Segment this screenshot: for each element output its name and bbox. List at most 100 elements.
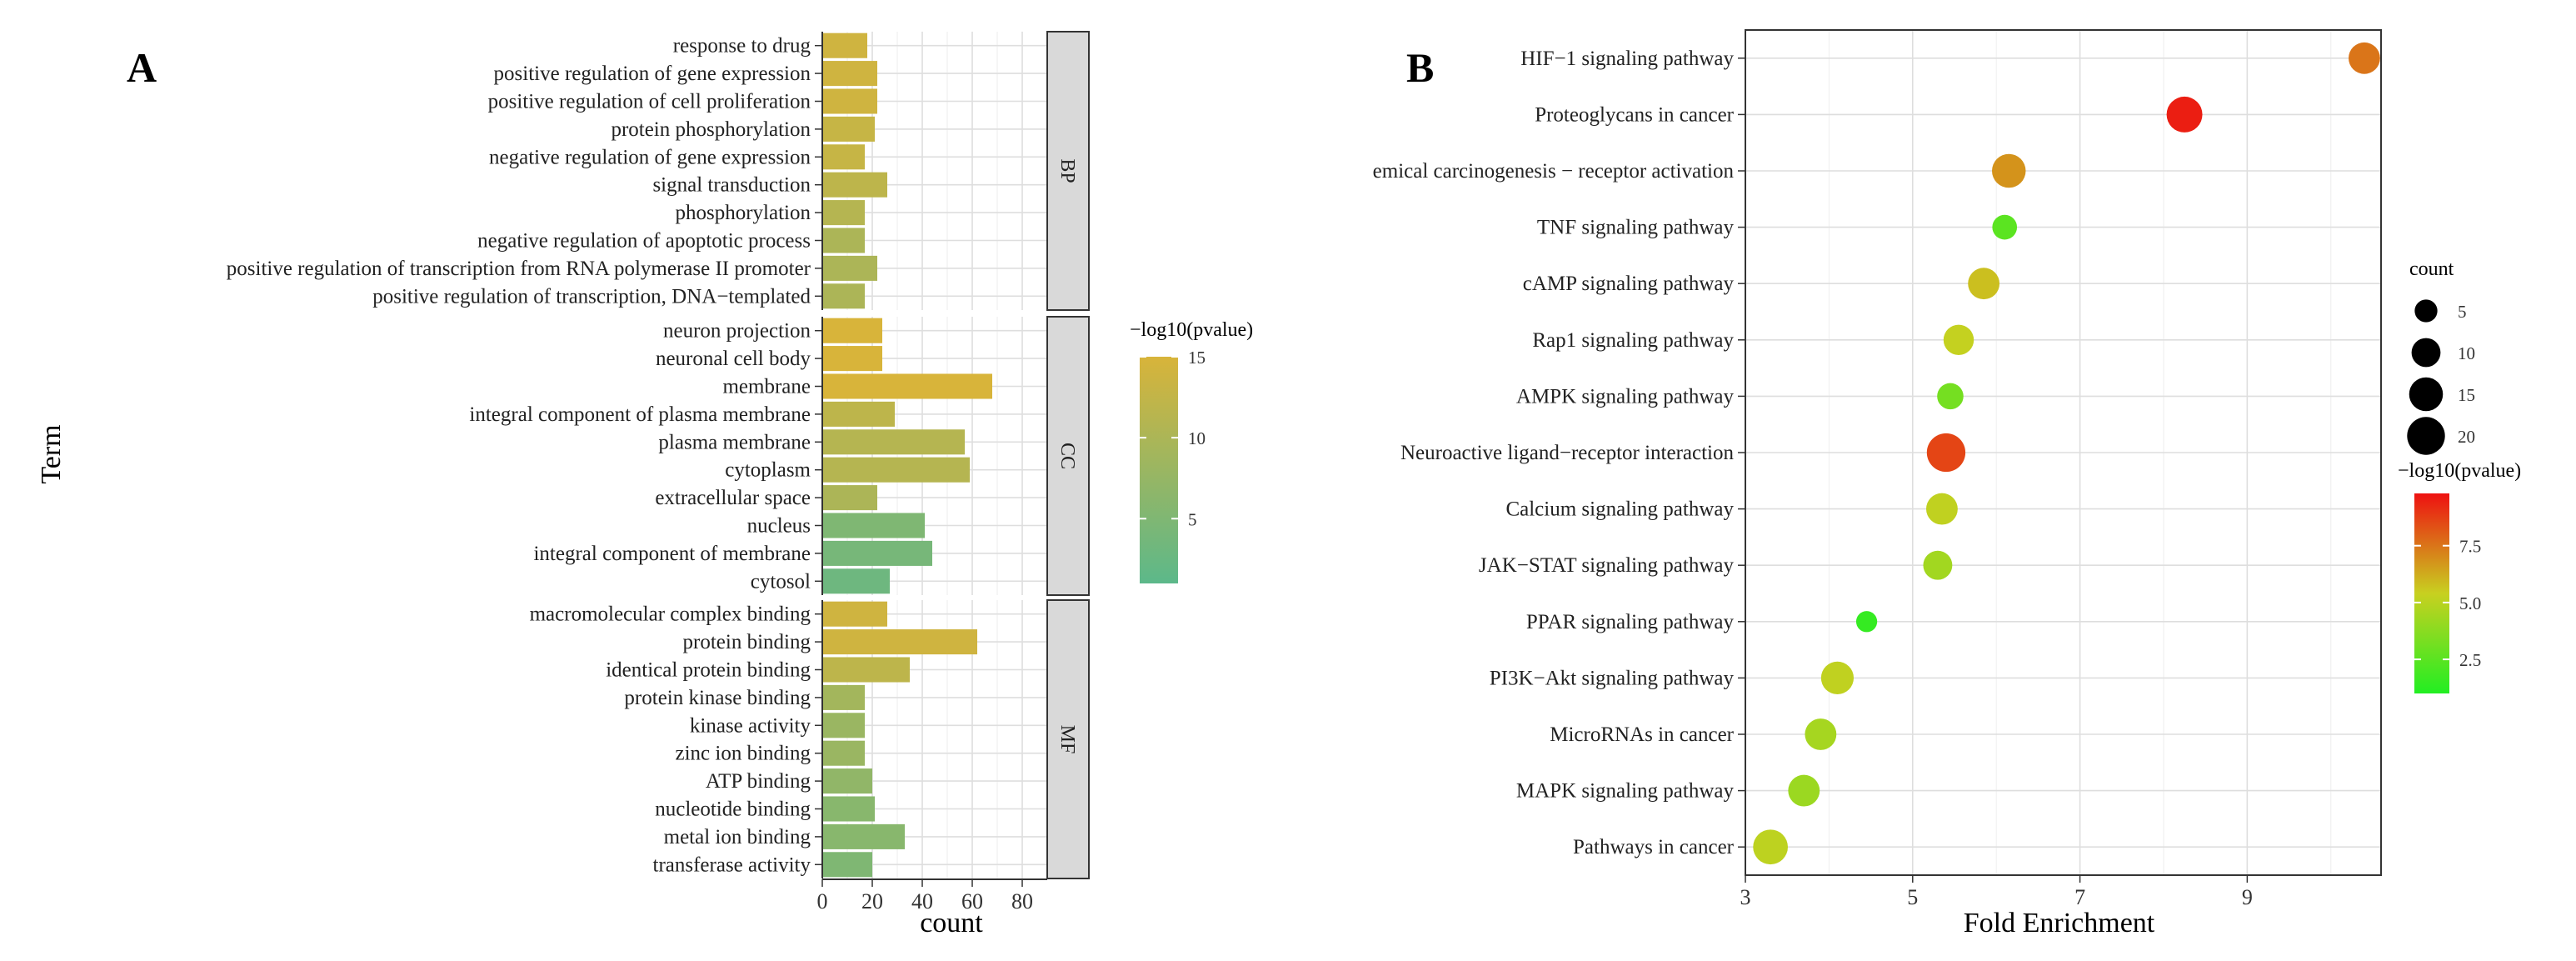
pathway-label-proteoglycans-in-cancer: Proteoglycans in cancer xyxy=(1535,103,1734,126)
x-tick-label-0: 0 xyxy=(817,889,828,913)
bar-neuronal-cell-body xyxy=(822,346,882,372)
point-camp-signaling-pathway xyxy=(1968,268,2000,300)
pathway-label-tnf-signaling-pathway: TNF signaling pathway xyxy=(1537,217,1735,239)
color-legend-label-5: 5 xyxy=(1188,509,1197,529)
size-legend-label-15: 15 xyxy=(2458,385,2475,405)
bar-cytoplasm xyxy=(822,457,970,483)
term-label-metal-ion-binding: metal ion binding xyxy=(664,826,811,848)
point-emical-carcinogenesis-receptor-activation xyxy=(1992,153,2026,188)
x-tick-label-7: 7 xyxy=(2074,885,2085,909)
term-label-nucleus: nucleus xyxy=(747,515,811,538)
size-legend-title: count xyxy=(2409,258,2454,280)
pathway-label-pathways-in-cancer: Pathways in cancer xyxy=(1573,836,1735,858)
pathway-label-mapk-signaling-pathway: MAPK signaling pathway xyxy=(1516,780,1735,803)
size-legend-dot-10 xyxy=(2411,338,2441,368)
bar-transferase-activity xyxy=(822,852,872,878)
term-label-negative-regulation-of-gene-expression: negative regulation of gene expression xyxy=(489,146,811,168)
facet-strip-label: CC xyxy=(1056,443,1078,469)
facet-mf: macromolecular complex binding protein bi… xyxy=(530,599,1090,879)
term-label-cytosol: cytosol xyxy=(751,570,811,593)
term-label-kinase-activity: kinase activity xyxy=(690,714,811,737)
x-tick-label-9: 9 xyxy=(2242,885,2253,909)
bar-metal-ion-binding xyxy=(822,823,905,849)
color-legend-title: −log10(pvalue) xyxy=(2398,460,2521,482)
point-ppar-signaling-pathway xyxy=(1855,611,1878,633)
size-legend-label-10: 10 xyxy=(2458,343,2475,363)
bar-neuron-projection xyxy=(822,318,882,343)
term-label-zinc-ion-binding: zinc ion binding xyxy=(676,743,811,765)
pathway-label-rap1-signaling-pathway: Rap1 signaling pathway xyxy=(1532,329,1734,352)
facet-strip-bp xyxy=(1046,31,1090,311)
x-tick-label-40: 40 xyxy=(911,889,933,913)
x-axis-title: count xyxy=(920,908,983,938)
bar-protein-phosphorylation xyxy=(822,116,875,142)
size-legend-dot-20 xyxy=(2407,417,2445,455)
term-label-plasma-membrane: plasma membrane xyxy=(658,431,811,453)
color-legend-label-15: 15 xyxy=(1188,348,1206,368)
color-legend-label-5-0: 5.0 xyxy=(2459,593,2481,613)
bar-plasma-membrane xyxy=(822,429,965,455)
term-label-integral-component-of-membrane: integral component of membrane xyxy=(533,543,811,565)
term-label-negative-regulation-of-apoptotic-process: negative regulation of apoptotic process xyxy=(477,230,811,253)
color-legend-gradient-bar xyxy=(2414,493,2449,693)
point-ampk-signaling-pathway xyxy=(1937,383,1964,410)
bar-negative-regulation-of-gene-expression xyxy=(822,144,865,170)
facet-strip-mf xyxy=(1046,599,1090,879)
bar-identical-protein-binding xyxy=(822,657,910,683)
bar-protein-kinase-binding xyxy=(822,684,865,710)
point-proteoglycans-in-cancer xyxy=(2166,96,2203,133)
term-label-neuronal-cell-body: neuronal cell body xyxy=(656,348,811,370)
facet-bp: response to drug positive regulation of g… xyxy=(227,31,1090,311)
pathway-label-pi3k-akt-signaling-pathway: PI3K−Akt signaling pathway xyxy=(1490,667,1735,689)
point-calcium-signaling-pathway xyxy=(1926,493,1958,525)
color-legend-gradient-bar xyxy=(1140,357,1178,583)
bar-positive-regulation-of-transcription-from-rna-polymerase-ii-promoter xyxy=(822,255,877,281)
bar-signal-transduction xyxy=(822,172,887,198)
bar-extracellular-space xyxy=(822,485,877,511)
facet-strip-label: BP xyxy=(1056,158,1078,183)
color-legend-title: −log10(pvalue) xyxy=(1130,319,1253,341)
bar-positive-regulation-of-transcription-dna-templated xyxy=(822,283,865,309)
term-label-protein-phosphorylation: protein phosphorylation xyxy=(611,118,811,141)
point-jak-stat-signaling-pathway xyxy=(1923,550,1953,580)
facet-cc: neuron projection neuronal cell body membr… xyxy=(469,316,1090,596)
term-label-positive-regulation-of-cell-proliferation: positive regulation of cell proliferatio… xyxy=(488,91,811,113)
size-legend-dot-5 xyxy=(2414,299,2438,323)
x-tick-label-80: 80 xyxy=(1011,889,1033,913)
term-label-transferase-activity: transferase activity xyxy=(653,853,811,876)
bar-kinase-activity xyxy=(822,713,865,738)
panel-b-dot-plot: HIF−1 signaling pathway Proteoglycans in … xyxy=(1300,0,2382,938)
bar-negative-regulation-of-apoptotic-process xyxy=(822,228,865,253)
point-mapk-signaling-pathway xyxy=(1788,774,1820,807)
bar-cytosol xyxy=(822,568,890,594)
pathway-label-micrornas-in-cancer: MicroRNAs in cancer xyxy=(1550,723,1734,746)
point-tnf-signaling-pathway xyxy=(1992,214,2018,240)
term-label-nucleotide-binding: nucleotide binding xyxy=(655,798,811,821)
bar-protein-binding xyxy=(822,629,977,655)
point-pi3k-akt-signaling-pathway xyxy=(1820,661,1855,694)
x-axis-title: Fold Enrichment xyxy=(1964,908,2155,938)
term-label-positive-regulation-of-transcription-from-rna-polymerase-ii-promoter: positive regulation of transcription fro… xyxy=(227,258,811,280)
bar-integral-component-of-membrane xyxy=(822,540,932,566)
x-tick-label-20: 20 xyxy=(861,889,883,913)
pathway-label-calcium-signaling-pathway: Calcium signaling pathway xyxy=(1505,498,1734,521)
bar-positive-regulation-of-cell-proliferation xyxy=(822,88,877,114)
term-label-cytoplasm: cytoplasm xyxy=(725,459,811,482)
panel-a-color-legend: −log10(pvalue) 5 10 15 xyxy=(1130,319,1253,583)
color-legend-label-2-5: 2.5 xyxy=(2459,650,2481,670)
bar-phosphorylation xyxy=(822,200,865,226)
bar-integral-component-of-plasma-membrane xyxy=(822,401,895,427)
x-tick-label-5: 5 xyxy=(1907,885,1918,909)
panel-a-bar-chart: response to drug positive regulation of g… xyxy=(36,31,1090,938)
panel-label-a: A xyxy=(127,44,157,91)
color-legend-label-7-5: 7.5 xyxy=(2459,537,2481,557)
pathway-label-neuroactive-ligand-receptor-interaction: Neuroactive ligand−receptor interaction xyxy=(1400,442,1735,464)
panel-label-b: B xyxy=(1406,44,1434,91)
bar-response-to-drug xyxy=(822,33,867,58)
pathway-label-emical-carcinogenesis-receptor-activation: emical carcinogenesis − receptor activat… xyxy=(1373,160,1735,183)
term-label-membrane: membrane xyxy=(722,376,811,398)
point-hif-1-signaling-pathway xyxy=(2349,42,2380,74)
facet-strip-label: MF xyxy=(1056,725,1078,754)
bar-atp-binding xyxy=(822,768,872,794)
